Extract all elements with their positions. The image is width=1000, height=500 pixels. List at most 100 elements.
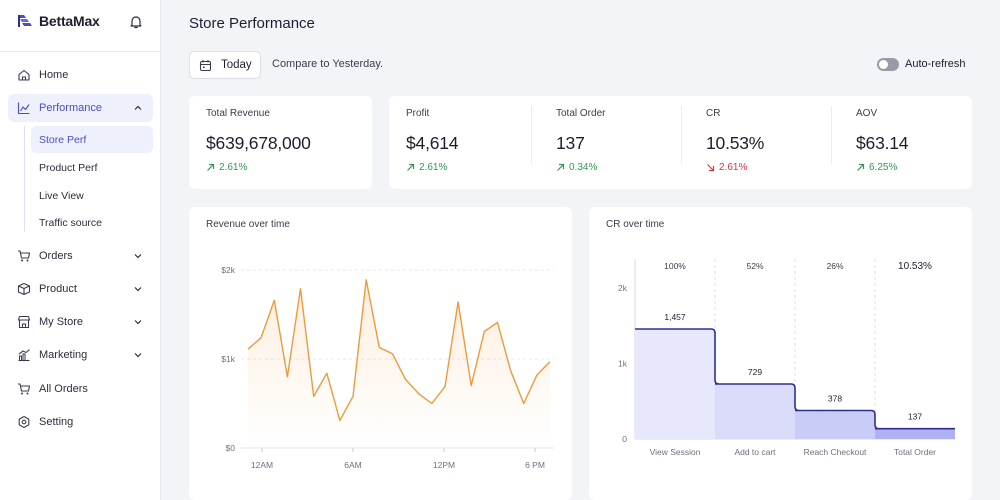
chevron-up-icon <box>134 105 142 110</box>
brand-name: BettaMax <box>39 13 100 29</box>
kpi-total-order: Total Order 137 0.34% <box>556 108 605 173</box>
kpi-label: AOV <box>856 108 878 119</box>
auto-refresh-label: Auto-refresh <box>905 58 966 70</box>
stage-value-label: 729 <box>748 367 762 377</box>
chart-title: Revenue over time <box>206 219 290 230</box>
cart-icon <box>18 250 31 262</box>
stage-category-label: Add to cart <box>734 447 776 457</box>
stage-value-label: 378 <box>828 393 842 403</box>
kpi-delta: 2.61% <box>206 162 311 173</box>
sidebar-item-my-store[interactable]: My Store <box>8 308 153 336</box>
kpi-profit: Profit $4,614 2.61% <box>406 108 459 173</box>
y-tick-label: 1k <box>618 359 628 369</box>
stage-percent-label: 10.53% <box>898 261 932 272</box>
stage-category-label: Reach Checkout <box>804 447 867 457</box>
sidebar-item-product[interactable]: Product <box>8 275 153 303</box>
sidebar-subitem-store-perf[interactable]: Store Perf <box>31 126 153 153</box>
chevron-down-icon <box>134 353 142 358</box>
kpi-divider <box>681 106 682 164</box>
auto-refresh-toggle[interactable] <box>877 58 899 71</box>
kpi-value: 137 <box>556 133 585 153</box>
bell-icon <box>130 16 142 29</box>
sidebar-divider <box>0 51 160 52</box>
chart-line-icon <box>17 102 30 115</box>
sidebar-item-home[interactable]: Home <box>8 61 153 89</box>
brand[interactable]: BettaMax <box>17 13 100 29</box>
stage-category-label: View Session <box>650 447 701 457</box>
kpi-delta-value: 2.61% <box>419 162 448 173</box>
stage-value-label: 137 <box>908 412 922 422</box>
kpi-delta-value: 2.61% <box>219 162 248 173</box>
sidebar-item-performance[interactable]: Performance <box>8 94 153 122</box>
kpi-revenue: Total Revenue $639,678,000 2.61% <box>206 108 311 173</box>
sidebar-subitem-product-perf[interactable]: Product Perf <box>39 161 98 174</box>
submenu-guide-line <box>24 126 25 232</box>
x-tick-label: 6 PM <box>525 460 545 470</box>
kpi-divider <box>831 106 832 164</box>
stage-percent-label: 52% <box>746 261 763 271</box>
x-tick-label: 12PM <box>433 460 455 470</box>
sidebar-item-label: Product <box>39 283 77 295</box>
notifications-button[interactable] <box>130 15 142 34</box>
arrow-down-right-icon <box>707 164 715 172</box>
sidebar-item-all-orders[interactable]: All Orders <box>8 375 153 403</box>
sidebar-item-label: Home <box>39 69 69 81</box>
store-icon <box>17 315 31 329</box>
chevron-down-icon <box>134 320 142 325</box>
kpi-label: Total Revenue <box>206 108 270 119</box>
brand-logo-icon <box>18 15 32 27</box>
funnel-stage-area <box>875 428 955 439</box>
arrow-up-right-icon <box>407 163 415 171</box>
chevron-down-icon <box>134 254 142 259</box>
arrow-up-right-icon <box>557 163 565 171</box>
kpi-delta: 2.61% <box>706 162 764 173</box>
cr-step-line <box>635 328 955 430</box>
date-range-button[interactable]: Today <box>189 51 261 79</box>
sidebar-item-marketing[interactable]: Marketing <box>8 341 153 369</box>
arrow-up-right-icon <box>857 163 865 171</box>
kpi-delta: 0.34% <box>556 162 605 173</box>
y-tick-label: $1k <box>221 354 235 364</box>
chevron-down-icon <box>134 287 142 292</box>
funnel-stage-area <box>795 410 875 439</box>
y-tick-label: 2k <box>618 283 628 293</box>
stage-percent-label: 100% <box>664 261 686 271</box>
sidebar-item-label: Performance <box>39 102 102 114</box>
stage-percent-label: 26% <box>826 261 843 271</box>
y-tick-label: $0 <box>226 443 236 453</box>
kpi-delta-value: 6.25% <box>869 162 898 173</box>
kpi-group-card: Profit $4,614 2.61% Total Order 137 0.34… <box>389 96 972 189</box>
kpi-label: Total Order <box>556 108 606 119</box>
cr-step-chart: 2k 1k 0 1,457 100% View Session 729 52% Add to c… <box>618 259 955 457</box>
stage-value-label: 1,457 <box>664 312 686 322</box>
kpi-value: $4,614 <box>406 133 459 153</box>
kpi-label: Profit <box>406 108 430 119</box>
sidebar-subitem-traffic-source[interactable]: Traffic source <box>39 216 103 229</box>
kpi-delta: 6.25% <box>856 162 908 173</box>
sidebar-item-setting[interactable]: Setting <box>8 408 153 436</box>
cart-icon <box>18 383 31 395</box>
sidebar-item-label: All Orders <box>39 383 88 395</box>
calendar-icon <box>199 60 212 72</box>
sidebar-item-label: My Store <box>39 316 84 328</box>
revenue-series-line <box>247 279 551 422</box>
sidebar-subitem-live-view[interactable]: Live View <box>39 189 84 202</box>
sidebar-item-orders[interactable]: Orders <box>8 242 153 270</box>
compare-text: Compare to Yesterday. <box>272 58 384 70</box>
funnel-stage-area <box>715 383 795 439</box>
home-icon <box>18 69 30 81</box>
kpi-delta-value: 2.61% <box>719 162 748 173</box>
arrow-up-right-icon <box>207 163 215 171</box>
revenue-chart-card: Revenue over time $2k $1k $0 12AM 6AM 12PM 6 P… <box>189 207 572 500</box>
sidebar: BettaMax Home Performance Store Perf Pro… <box>0 0 161 500</box>
stage-category-label: Total Order <box>894 447 936 457</box>
kpi-value: $63.14 <box>856 133 909 153</box>
kpi-value: 10.53% <box>706 133 765 153</box>
marketing-chart-icon <box>18 349 30 362</box>
kpi-divider <box>531 106 532 164</box>
x-tick-label: 12AM <box>251 460 273 470</box>
kpi-delta: 2.61% <box>406 162 458 173</box>
gear-icon <box>18 415 30 429</box>
kpi-delta-value: 0.34% <box>569 162 598 173</box>
funnel-stage-area <box>635 328 715 439</box>
